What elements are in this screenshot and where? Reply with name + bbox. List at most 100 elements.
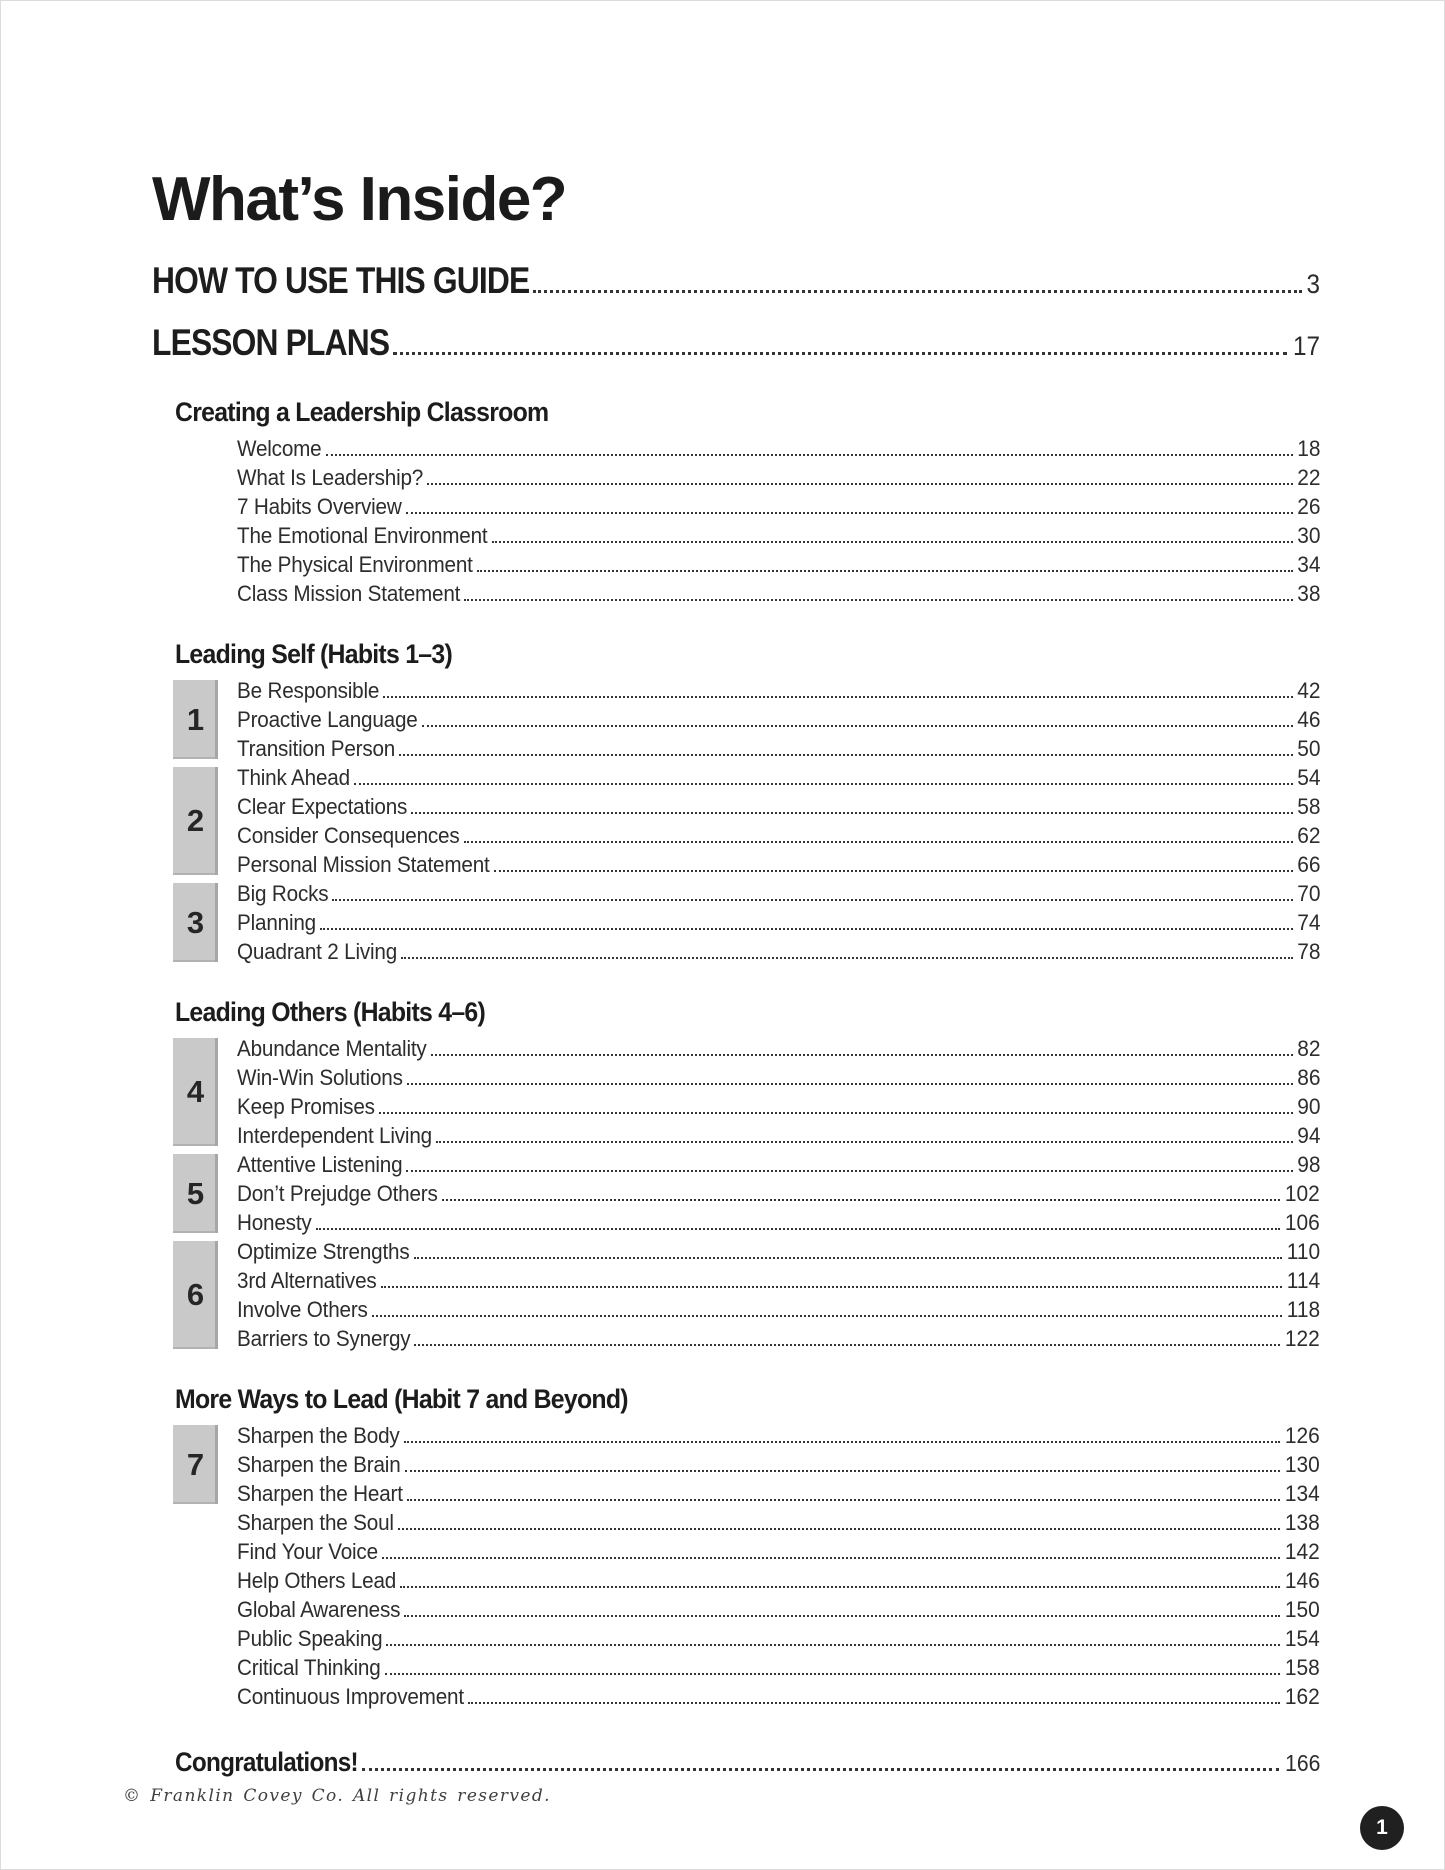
group-items: Be Responsible 42 Proactive Language 46 Tran… [237,676,1320,763]
group-items: Welcome 18 What Is Leadership? 22 7 Habits O… [237,434,1320,608]
toc-item-row: Consider Consequences 62 [237,821,1320,850]
toc-item-label: Planning [237,910,316,935]
dot-leader [491,541,1293,543]
toc-item-label: Abundance Mentality [237,1036,427,1061]
habit-number-badge: 4 [173,1038,218,1146]
dot-leader [411,812,1293,814]
toc-item-label: Think Ahead [237,765,350,790]
toc-item-row: 3rd Alternatives 114 [237,1266,1320,1295]
toc-item-label: Involve Others [237,1297,368,1322]
toc-item-row: The Emotional Environment 30 [237,521,1320,550]
toc-top-entry-label: HOW TO USE THIS GUIDE [152,260,530,301]
toc-item-page-number: 70 [1296,881,1320,906]
toc-item-label: What Is Leadership? [237,465,424,490]
toc-item-label: Help Others Lead [237,1568,397,1593]
habit-group-3: 3 Big Rocks 70 Planning 74 Quadrant 2 Living 7… [173,879,1320,966]
toc-item-page-number: 30 [1296,523,1320,548]
toc-item-row: Clear Expectations 58 [237,792,1320,821]
ungrouped-items: Sharpen the Soul 138 Find Your Voice 142 Hel… [173,1508,1320,1711]
dot-leader [400,1586,1281,1588]
toc-closing-page-number: 166 [1284,1750,1320,1776]
section-title: Leading Others (Habits 4–6) [175,997,486,1027]
dot-leader [493,870,1293,872]
toc-top-entry-label: LESSON PLANS [152,322,390,363]
toc-item-page-number: 50 [1296,736,1320,761]
toc-item-page-number: 74 [1296,910,1320,935]
toc-item-page-number: 134 [1285,1481,1320,1506]
toc-item-row: Class Mission Statement 38 [237,579,1320,608]
toc-item-page-number: 114 [1286,1268,1320,1293]
toc-item-label: Sharpen the Body [237,1423,400,1448]
dot-leader [383,696,1293,698]
toc-item-row: Critical Thinking 158 [237,1653,1320,1682]
dot-leader [397,1528,1281,1530]
toc-item-page-number: 126 [1285,1423,1320,1448]
toc-item-label: Big Rocks [237,881,329,906]
toc-item-row: Think Ahead 54 [237,763,1320,792]
dot-leader [404,1615,1281,1617]
toc-item-page-number: 26 [1296,494,1320,519]
toc-section: Leading Others (Habits 4–6) 4 Abundance Me… [152,996,1320,1353]
dot-leader [421,725,1293,727]
group-items: Abundance Mentality 82 Win-Win Solutions 86… [237,1034,1320,1150]
toc-item-label: Sharpen the Brain [237,1452,401,1477]
section-title: Creating a Leadership Classroom [175,397,549,427]
toc-item-row: Don’t Prejudge Others 102 [237,1179,1320,1208]
toc-item-row: What Is Leadership? 22 [237,463,1320,492]
toc-item-row: Sharpen the Brain 130 [237,1450,1320,1479]
toc-item-row: Big Rocks 70 [237,879,1320,908]
dot-leader [405,512,1293,514]
toc-item-page-number: 78 [1296,939,1320,964]
toc-closing-label: Congratulations! [175,1747,359,1777]
section-title: More Ways to Lead (Habit 7 and Beyond) [175,1384,629,1414]
toc-item-label: Quadrant 2 Living [237,939,398,964]
toc-item-label: Keep Promises [237,1094,375,1119]
toc-item-label: Be Responsible [237,678,380,703]
toc-item-row: Be Responsible 42 [237,676,1320,705]
toc-item-page-number: 162 [1285,1684,1320,1709]
toc-item-page-number: 58 [1296,794,1320,819]
toc-item-label: 7 Habits Overview [237,494,402,519]
toc-item-page-number: 34 [1296,552,1320,577]
toc-item-row: Keep Promises 90 [237,1092,1320,1121]
toc-item-row: Planning 74 [237,908,1320,937]
toc-item-label: Attentive Listening [237,1152,403,1177]
toc-top-entry-row: HOW TO USE THIS GUIDE 3 [152,258,1320,304]
toc-item-page-number: 146 [1285,1568,1320,1593]
toc-item-page-number: 158 [1285,1655,1320,1680]
toc-item-page-number: 66 [1296,852,1320,877]
habit-group-5: 5 Attentive Listening 98 Don’t Prejudge Oth… [173,1150,1320,1237]
toc-item-row: Win-Win Solutions 86 [237,1063,1320,1092]
toc-item-row: Public Speaking 154 [237,1624,1320,1653]
dot-leader [380,1286,1282,1288]
toc-item-label: Critical Thinking [237,1655,381,1680]
toc-item-page-number: 82 [1296,1036,1320,1061]
toc-item-label: Sharpen the Soul [237,1510,394,1535]
toc-item-row: Involve Others 118 [237,1295,1320,1324]
copyright-notice: © Franklin Covey Co. All rights reserved… [123,1786,551,1806]
dot-leader [464,599,1293,601]
toc-item-page-number: 42 [1296,678,1320,703]
dot-leader [427,483,1293,485]
group-items: Think Ahead 54 Clear Expectations 58 Conside… [237,763,1320,879]
group-items: Sharpen the Body 126 Sharpen the Brain 130 S… [237,1421,1320,1508]
dot-leader [386,1644,1281,1646]
group-items: Sharpen the Soul 138 Find Your Voice 142 Hel… [237,1508,1320,1711]
toc-item-page-number: 18 [1296,436,1320,461]
toc-item-label: The Physical Environment [237,552,473,577]
toc-item-page-number: 122 [1285,1326,1320,1351]
toc-item-label: Honesty [237,1210,312,1235]
toc-item-label: Proactive Language [237,707,418,732]
ungrouped-items: Welcome 18 What Is Leadership? 22 7 Habits O… [173,434,1320,608]
dot-leader [332,899,1293,901]
toc-item-label: Consider Consequences [237,823,460,848]
toc-item-row: Sharpen the Body 126 [237,1421,1320,1450]
toc-item-label: Interdependent Living [237,1123,432,1148]
toc-item-row: Transition Person 50 [237,734,1320,763]
toc-item-row: Honesty 106 [237,1208,1320,1237]
toc-item-page-number: 98 [1296,1152,1320,1177]
toc-item-row: Quadrant 2 Living 78 [237,937,1320,966]
dot-leader [441,1199,1281,1201]
toc-top-entry-page-number: 17 [1292,331,1320,361]
